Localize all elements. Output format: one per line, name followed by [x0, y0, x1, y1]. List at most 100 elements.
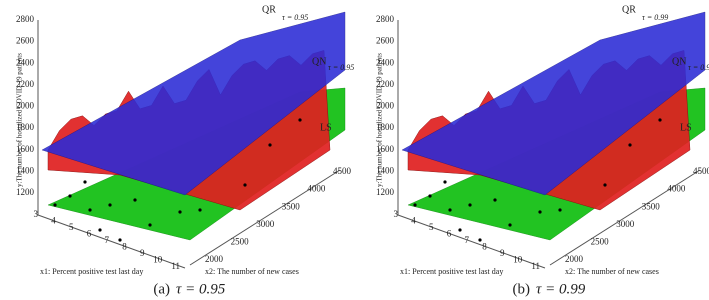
- observation-dot: [443, 180, 447, 184]
- observation-dot: [88, 208, 92, 212]
- z-tick-label: 1200: [16, 187, 35, 197]
- caption-tau: τ = 0.99: [536, 281, 586, 297]
- x1-tick-label: 9: [140, 248, 145, 258]
- x2-axis-label: x2: The number of new cases: [565, 267, 659, 276]
- x1-tick-label: 3: [34, 209, 39, 219]
- x1-axis-label: x1: Percent positive test last day: [40, 267, 143, 276]
- z-axis-label: y:The number of hostalized COVID-19 pati…: [376, 53, 384, 187]
- x1-tick-label: 8: [482, 242, 487, 252]
- x2-axis: [189, 169, 341, 266]
- z-tick-label: 2200: [376, 79, 395, 89]
- x2-tick-label: 3000: [616, 219, 635, 229]
- observation-dot: [118, 238, 122, 242]
- x1-tick-label: 8: [122, 242, 127, 252]
- observation-dot: [603, 183, 607, 187]
- x1-tick-label: 11: [531, 261, 540, 271]
- x2-tick-label: 4000: [307, 184, 326, 194]
- x1-tick-label: 3: [394, 209, 399, 219]
- surface-tau: τ = 0.95: [282, 13, 308, 22]
- x2-axis: [549, 169, 701, 266]
- x1-tick-label: 4: [51, 216, 56, 226]
- x1-tick-label: 5: [429, 222, 434, 232]
- observation-dot: [508, 223, 512, 227]
- observation-dot: [628, 143, 632, 147]
- z-tick-label: 2200: [16, 79, 35, 89]
- caption-label: (a): [153, 281, 170, 297]
- surface-label: LS: [320, 122, 332, 133]
- x1-axis: [37, 214, 186, 269]
- x1-tick-label: 10: [513, 255, 523, 265]
- observation-dot: [493, 198, 497, 202]
- x1-tick-label: 10: [153, 255, 163, 265]
- x2-tick-label: 2500: [231, 236, 250, 246]
- surface-tau: τ = 0.99: [688, 63, 709, 72]
- x2-tick-label: 4000: [667, 184, 686, 194]
- panel: 1200 1400 1600 1800 2000 2200 2400 2600 2800 3 4 5 6…: [16, 4, 355, 297]
- x1-tick-label: 9: [500, 248, 505, 258]
- x2-tick-label: 3000: [256, 219, 275, 229]
- observation-dot: [243, 183, 247, 187]
- z-tick-label: 1400: [16, 165, 35, 175]
- x2-tick-label: 2000: [205, 254, 224, 264]
- x1-axis-label: x1: Percent positive test last day: [400, 267, 503, 276]
- panel: 1200 1400 1600 1800 2000 2200 2400 2600 2800 3 4 5 6…: [376, 4, 709, 297]
- observation-dot: [298, 118, 302, 122]
- x1-tick-label: 11: [171, 261, 180, 271]
- observation-dot: [83, 180, 87, 184]
- observation-dot: [68, 194, 72, 198]
- observation-dot: [178, 210, 182, 214]
- z-tick-label: 1400: [376, 165, 395, 175]
- x1-tick-label: 5: [69, 222, 74, 232]
- x2-tick-label: 2500: [591, 236, 610, 246]
- observation-dot: [428, 194, 432, 198]
- surface-tau: τ = 0.99: [642, 13, 668, 22]
- z-tick-label: 2400: [16, 57, 35, 67]
- observation-dot: [133, 198, 137, 202]
- z-tick-label: 2600: [16, 36, 35, 46]
- qr-surface: [401, 11, 706, 196]
- x1-tick-label: 4: [411, 216, 416, 226]
- x1-tick-label: 7: [105, 235, 110, 245]
- z-axis-label: y:The number of hostalized COVID-19 pati…: [16, 53, 24, 187]
- z-tick-label: 1200: [376, 187, 395, 197]
- x2-tick-label: 3500: [282, 201, 301, 211]
- surface-tau: τ = 0.95: [328, 63, 354, 72]
- z-tick-label: 2800: [376, 14, 395, 24]
- observation-dot: [658, 118, 662, 122]
- observation-dot: [268, 143, 272, 147]
- x1-tick-label: 7: [465, 235, 470, 245]
- observation-dot: [558, 208, 562, 212]
- surface-label: QN: [672, 56, 686, 67]
- x2-tick-label: 4500: [693, 166, 709, 176]
- x2-axis-label: x2: The number of new cases: [205, 267, 299, 276]
- z-tick-label: 2800: [16, 14, 35, 24]
- observation-dot: [53, 203, 57, 207]
- z-tick-label: 1600: [16, 144, 35, 154]
- observation-dot: [458, 228, 462, 232]
- observation-dot: [413, 203, 417, 207]
- observation-dot: [98, 228, 102, 232]
- x2-tick-label: 2000: [565, 254, 584, 264]
- z-tick-label: 2400: [376, 57, 395, 67]
- observation-dot: [198, 208, 202, 212]
- x1-tick-label: 6: [87, 229, 92, 239]
- z-tick-label: 1800: [376, 122, 395, 132]
- z-tick-label: 2000: [16, 101, 35, 111]
- x2-tick-label: 4500: [333, 166, 352, 176]
- z-tick-label: 1800: [16, 122, 35, 132]
- caption-label: (b): [513, 281, 531, 297]
- observation-dot: [448, 208, 452, 212]
- x1-tick-label: 6: [447, 229, 452, 239]
- caption-tau: τ = 0.95: [176, 281, 226, 297]
- z-tick-label: 2000: [376, 101, 395, 111]
- x1-axis: [397, 214, 546, 269]
- z-tick-label: 2600: [376, 36, 395, 46]
- observation-dot: [478, 238, 482, 242]
- observation-dot: [108, 203, 112, 207]
- surface-label: LS: [680, 122, 692, 133]
- z-tick-label: 1600: [376, 144, 395, 154]
- surface-label: QR: [262, 4, 276, 15]
- surface-label: QN: [312, 56, 326, 67]
- surface-label: QR: [622, 4, 636, 15]
